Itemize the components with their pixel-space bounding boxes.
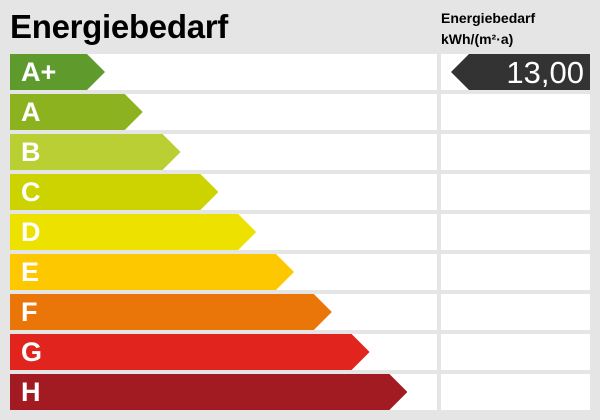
rating-row-h: H xyxy=(10,374,437,410)
label-title: Energiebedarf xyxy=(10,8,228,45)
rating-label: C xyxy=(21,177,41,207)
rating-arrow: H xyxy=(10,374,407,410)
rating-arrow: A+ xyxy=(10,54,105,90)
rating-arrow: G xyxy=(10,334,370,370)
rating-label: D xyxy=(21,217,41,247)
rating-row-f: F xyxy=(10,294,437,330)
value-cell xyxy=(441,134,590,170)
rating-label: E xyxy=(21,257,40,287)
rating-row-c: C xyxy=(10,174,437,210)
rating-row-a: A xyxy=(10,94,437,130)
rating-arrow: F xyxy=(10,294,332,330)
rating-label: A+ xyxy=(21,57,57,87)
value-cell xyxy=(441,334,590,370)
rating-arrow: C xyxy=(10,174,218,210)
value-cell xyxy=(441,254,590,290)
rating-arrow: B xyxy=(10,134,181,170)
value-cell xyxy=(441,214,590,250)
rating-label: B xyxy=(21,137,41,167)
rating-row-aplus: A+ xyxy=(10,54,437,90)
rating-row-b: B xyxy=(10,134,437,170)
current-value-marker: 13,00 xyxy=(451,54,590,90)
rating-label: A xyxy=(21,97,41,127)
value-header-title: Energiebedarf xyxy=(441,10,536,26)
rating-label: G xyxy=(21,337,43,367)
rating-arrow: A xyxy=(10,94,143,130)
value-cell xyxy=(441,94,590,130)
rating-row-d: D xyxy=(10,214,437,250)
value-header-unit: kWh/(m²·a) xyxy=(441,31,514,47)
value-cell xyxy=(441,174,590,210)
value-header: Energiebedarf kWh/(m²·a) xyxy=(441,8,535,50)
current-value: 13,00 xyxy=(506,55,584,90)
value-cell xyxy=(441,294,590,330)
rating-label: H xyxy=(21,377,41,407)
rating-label: F xyxy=(21,297,38,327)
value-cell xyxy=(441,374,590,410)
rating-row-g: G xyxy=(10,334,437,370)
value-cell: 13,00 xyxy=(441,54,590,90)
rating-arrow: E xyxy=(10,254,294,290)
rating-arrow: D xyxy=(10,214,256,250)
rating-row-e: E xyxy=(10,254,437,290)
